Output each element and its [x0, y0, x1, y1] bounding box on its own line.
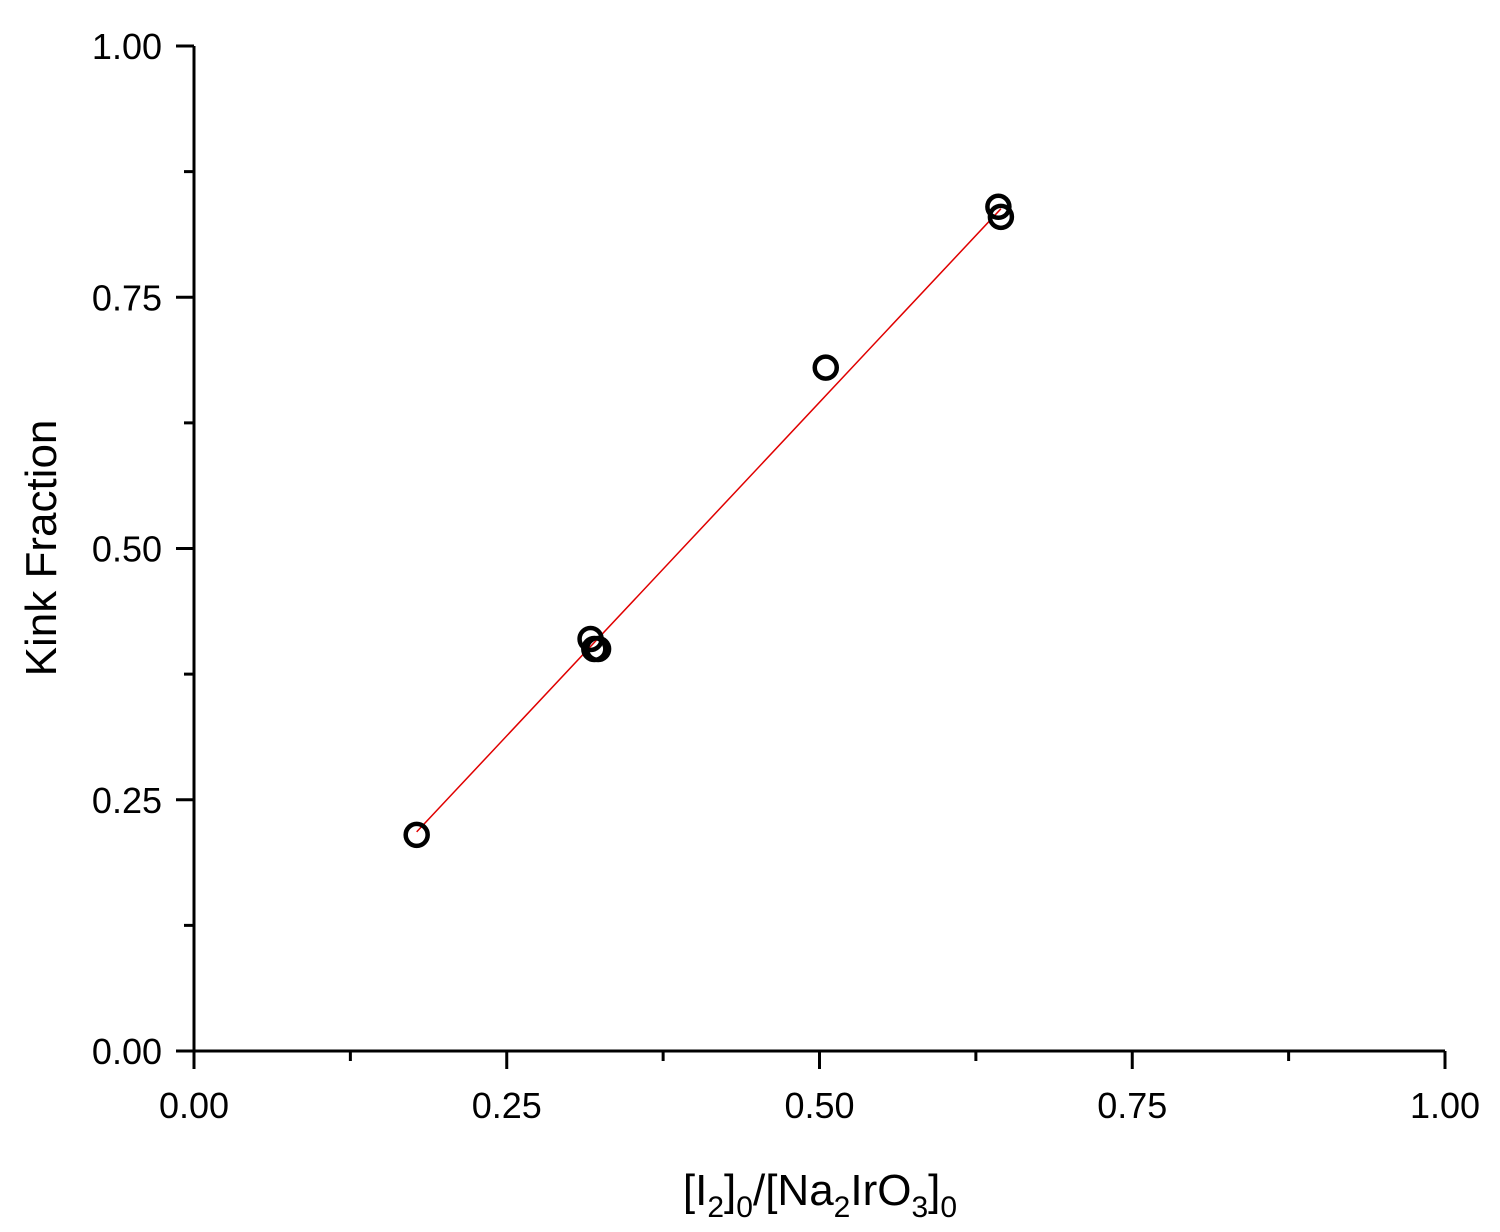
- x-tick-label: 0.75: [1097, 1085, 1167, 1126]
- y-axis-title: Kink Fraction: [17, 420, 66, 677]
- y-tick-label: 1.00: [92, 26, 162, 67]
- data-point: [987, 203, 1015, 231]
- fit-line: [416, 208, 1002, 833]
- fit-line-group: [416, 208, 1002, 833]
- x-axis-title-subscript: 2: [834, 1191, 851, 1224]
- y-tick-label: 0.75: [92, 277, 162, 318]
- x-axis-title-subscript: 2: [707, 1191, 724, 1224]
- x-axis-title-subscript: 0: [940, 1191, 957, 1224]
- data-point: [403, 821, 430, 849]
- x-axis-title: [I2]0/[Na2IrO3]0: [683, 1166, 957, 1224]
- x-tick-label: 0.25: [472, 1085, 542, 1126]
- x-axis-title-subscript: 3: [911, 1191, 928, 1224]
- x-tick-label: 1.00: [1410, 1085, 1480, 1126]
- axes: [192, 46, 1445, 1053]
- y-tick-label: 0.50: [92, 529, 162, 570]
- x-axis-title-text: ]: [928, 1166, 940, 1215]
- x-tick-label: 0.50: [784, 1085, 854, 1126]
- x-axis-title-text: ]: [724, 1166, 736, 1215]
- x-axis-title-text: [I: [683, 1166, 707, 1215]
- y-tick-label: 0.00: [92, 1031, 162, 1072]
- x-axis-title-text: /[Na: [753, 1166, 834, 1215]
- x-tick-label: 0.00: [159, 1085, 229, 1126]
- data-points: [403, 193, 1015, 849]
- data-point: [812, 354, 840, 381]
- data-point: [584, 635, 612, 663]
- x-axis-title-text: IrO: [850, 1166, 911, 1215]
- x-axis-title-subscript: 0: [736, 1191, 753, 1224]
- y-tick-label: 0.25: [92, 780, 162, 821]
- ticks: 0.00 0.25 0.50 0.75 1.00 0.00 0.25 0.50 0.75 1.00: [92, 26, 1480, 1126]
